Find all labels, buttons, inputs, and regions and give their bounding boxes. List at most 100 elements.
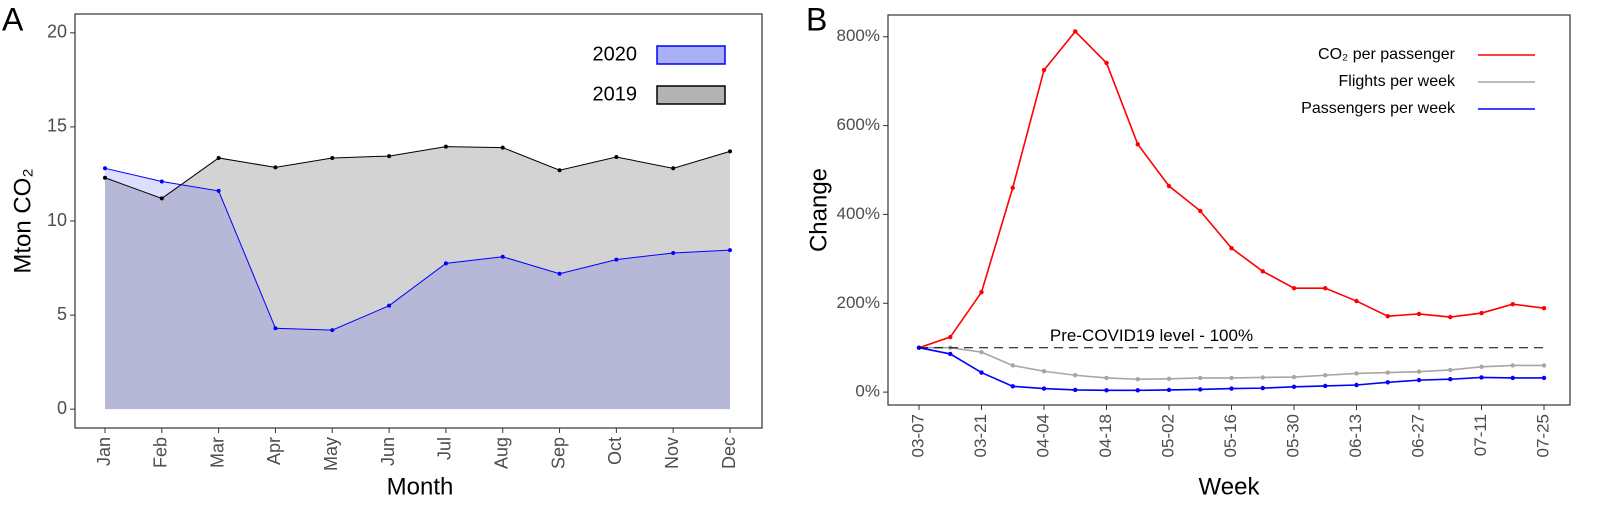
y-tick-label: 0 <box>57 398 67 418</box>
y-tick-label: 5 <box>57 304 67 324</box>
point <box>1354 298 1359 304</box>
point <box>728 149 732 154</box>
legend-label: 2019 <box>593 83 638 105</box>
point <box>387 154 392 159</box>
line <box>104 146 731 199</box>
point <box>1416 369 1422 374</box>
point <box>1416 311 1422 317</box>
point <box>1073 387 1078 393</box>
point <box>159 179 164 184</box>
point <box>948 351 953 357</box>
point <box>671 166 676 171</box>
point <box>728 248 732 253</box>
x-tick-label: Nov <box>662 437 682 469</box>
point <box>948 334 953 340</box>
point <box>1479 375 1484 380</box>
panel-label: B <box>806 1 827 37</box>
x-tick-label: Dec <box>719 437 739 469</box>
x-tick-label: Sep <box>548 437 568 469</box>
point <box>1041 386 1047 391</box>
x-tick-label: Jan <box>94 437 114 466</box>
point <box>1448 367 1453 373</box>
legend-swatch <box>656 45 726 65</box>
x-tick-label: Jun <box>378 437 398 466</box>
x-tick-label: 03-21 <box>971 414 990 457</box>
y-axis-title: Mton CO₂ <box>9 168 36 273</box>
x-tick-label: Apr <box>264 437 284 465</box>
point <box>1135 377 1140 382</box>
point <box>273 326 278 331</box>
x-tick-label: 05-02 <box>1158 414 1177 457</box>
point <box>1166 376 1172 381</box>
x-tick-label: 04-04 <box>1033 414 1052 457</box>
x-tick-label: 07-25 <box>1533 414 1552 457</box>
legend-swatch <box>656 85 726 105</box>
point <box>1104 388 1109 393</box>
point <box>1291 384 1297 389</box>
point <box>1010 384 1015 389</box>
point <box>387 303 392 308</box>
legend-label: 2020 <box>593 43 638 65</box>
point <box>1041 369 1047 374</box>
point <box>1104 60 1109 66</box>
area <box>105 146 730 410</box>
point <box>103 166 107 171</box>
x-tick-label: Mar <box>207 437 227 468</box>
point <box>1323 383 1328 389</box>
x-tick-label: 06-27 <box>1408 414 1427 457</box>
point <box>557 271 562 276</box>
point <box>1260 269 1265 274</box>
point <box>330 155 335 160</box>
x-tick-label: Feb <box>151 437 171 468</box>
x-tick-label: Aug <box>491 437 511 469</box>
point <box>1260 375 1265 380</box>
point <box>979 370 984 375</box>
y-tick-label: 200% <box>837 293 880 312</box>
point <box>103 175 107 180</box>
y-tick-label: 600% <box>837 115 880 134</box>
x-tick-label: May <box>321 437 341 471</box>
point <box>1510 375 1515 381</box>
panel-label: A <box>2 1 24 37</box>
point <box>443 261 448 266</box>
point <box>216 188 221 193</box>
y-tick-label: 20 <box>47 22 67 42</box>
point <box>1010 363 1015 368</box>
point <box>500 145 505 150</box>
point <box>500 254 505 259</box>
point <box>330 328 335 333</box>
plot-frame <box>887 14 1571 406</box>
line <box>104 167 731 331</box>
point <box>979 289 984 295</box>
point <box>1479 364 1484 369</box>
point <box>1291 285 1297 291</box>
point <box>1385 313 1390 319</box>
point <box>1541 363 1547 368</box>
point <box>1510 301 1515 307</box>
point <box>1354 382 1359 388</box>
point <box>1166 387 1172 393</box>
point <box>1073 373 1078 378</box>
x-axis-title: Month <box>387 473 454 500</box>
point <box>557 168 562 173</box>
point <box>614 257 619 262</box>
point <box>1198 375 1203 381</box>
point <box>1385 370 1390 375</box>
y-tick-label: 10 <box>47 210 67 230</box>
point <box>1291 374 1297 380</box>
point <box>1166 183 1172 189</box>
x-tick-label: 07-11 <box>1471 414 1490 456</box>
point <box>1448 377 1453 382</box>
y-tick-label: 800% <box>837 26 880 45</box>
legend-label: Flights per week <box>1339 73 1456 90</box>
legend-label: Passengers per week <box>1301 100 1456 117</box>
point <box>1448 314 1453 320</box>
x-tick-label: 04-18 <box>1096 414 1115 457</box>
point <box>1198 208 1203 214</box>
annotation: Pre-COVID19 level - 100% <box>1050 326 1253 345</box>
x-tick-label: 05-16 <box>1221 414 1240 457</box>
point <box>1354 371 1359 376</box>
point <box>1041 67 1047 73</box>
point <box>1385 380 1390 385</box>
